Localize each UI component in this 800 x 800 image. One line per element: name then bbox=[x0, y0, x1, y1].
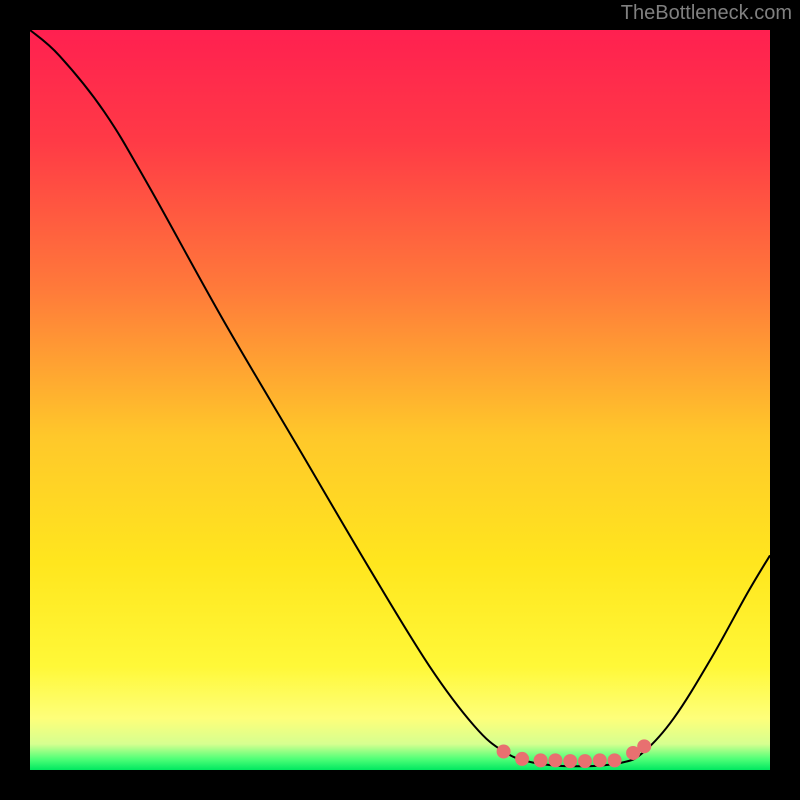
optimal-marker bbox=[497, 745, 511, 759]
optimal-marker bbox=[608, 753, 622, 767]
optimal-marker bbox=[548, 753, 562, 767]
optimal-marker bbox=[637, 739, 651, 753]
optimal-marker bbox=[593, 753, 607, 767]
plot-area bbox=[30, 30, 770, 770]
optimal-marker bbox=[534, 753, 548, 767]
optimal-marker bbox=[515, 752, 529, 766]
watermark-text: TheBottleneck.com bbox=[621, 2, 792, 25]
optimal-marker bbox=[563, 754, 577, 768]
bottleneck-curve bbox=[30, 30, 770, 766]
optimal-marker bbox=[578, 754, 592, 768]
curve-layer bbox=[30, 30, 770, 770]
marker-group bbox=[497, 739, 652, 768]
